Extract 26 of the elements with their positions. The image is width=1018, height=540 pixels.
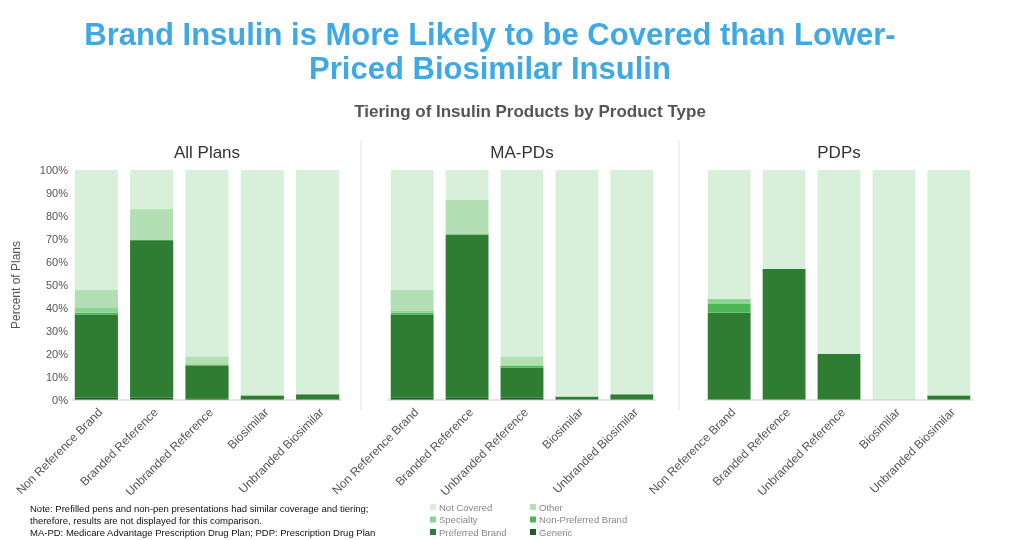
text: therefore, results are not displayed for this comparison. [30, 515, 262, 526]
y-axis-title: Percent of Plans [9, 240, 23, 330]
legend-label: Non-Preferred Brand [539, 514, 628, 526]
y-tick-label: 70% [45, 232, 69, 245]
legend-label: Preferred Brand [439, 526, 507, 538]
text: Tiering of Insulin Products by Product Type [354, 102, 706, 121]
y-tick-label: 0% [52, 393, 69, 406]
y-tick-label: 60% [45, 255, 69, 268]
legend-label: Other [539, 501, 563, 513]
y-tick-label: 20% [45, 347, 69, 360]
chart-title: MA-PDs [490, 143, 554, 162]
legend-label: Generic [539, 526, 573, 538]
y-tick-label: 90% [45, 186, 69, 199]
chart-title: PDPs [817, 143, 861, 162]
y-tick-label: 10% [45, 370, 69, 383]
y-tick-label: 50% [45, 278, 69, 291]
text: MA-PD: Medicare Advantage Prescription Drug Plan; PDP: Prescription Drug Plan [30, 527, 376, 538]
y-tick-label: 100% [39, 163, 69, 176]
text: Note: Prefilled pens and non-pen presentations had similar coverage and tiering; [30, 503, 369, 514]
chart-title: All Plans [173, 143, 241, 162]
y-tick-label: 80% [45, 209, 69, 222]
legend-label: Specialty [439, 514, 478, 526]
text: Brand Insulin is More Likely to be Covered than Lower-Priced Biosimilar Insulin [83, 17, 897, 86]
y-tick-label: 40% [45, 301, 69, 314]
y-tick-label: 30% [45, 324, 69, 337]
legend-label: Not Covered [439, 501, 493, 513]
